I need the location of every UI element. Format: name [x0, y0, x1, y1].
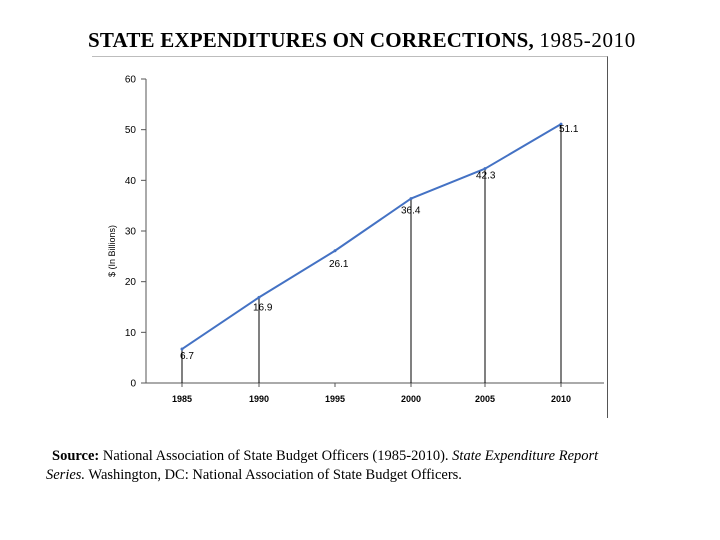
data-label: 26.1 [329, 259, 349, 270]
page-title: STATE EXPENDITURES ON CORRECTIONS, 1985-… [88, 28, 636, 53]
title-years: 1985-2010 [539, 28, 636, 52]
data-point [180, 347, 184, 351]
x-tick-label: 1990 [249, 394, 269, 404]
source-italic-2: Series. [46, 467, 86, 483]
chart-frame: 0 10 20 30 40 50 60 $ (In Billions) 1985 1990 1995… [92, 56, 608, 418]
x-tick-label: 2010 [551, 394, 571, 404]
data-point [333, 249, 337, 253]
x-tick-label: 2005 [475, 394, 495, 404]
y-tick-label: 20 [125, 277, 137, 288]
y-axis-title: $ (In Billions) [107, 225, 117, 277]
data-label: 16.9 [253, 302, 273, 313]
title-text: STATE EXPENDITURES ON CORRECTIONS, [88, 28, 534, 52]
data-label: 36.4 [401, 206, 421, 217]
x-tick-label: 1995 [325, 394, 345, 404]
y-tick-label: 0 [130, 379, 136, 390]
source-text-1: National Association of State Budget Off… [99, 448, 453, 464]
y-tick-label: 50 [125, 125, 137, 136]
source-text-2: Washington, DC: National Association of … [85, 467, 462, 483]
data-point [409, 197, 413, 201]
source-label: Source: [52, 448, 100, 464]
y-tick-label: 60 [125, 75, 137, 86]
x-tick-label: 1985 [172, 394, 192, 404]
series-line [181, 123, 562, 350]
source-line-1: Source: National Association of State Bu… [46, 447, 686, 466]
source-italic-1: State Expenditure Report [452, 448, 599, 464]
y-tick-label: 30 [125, 227, 137, 238]
data-label: 51.1 [559, 124, 579, 135]
y-tick-label: 40 [125, 176, 137, 187]
source-citation: Source: National Association of State Bu… [46, 447, 686, 485]
data-point [257, 295, 261, 299]
data-point [483, 167, 487, 171]
source-line-2: Series. Washington, DC: National Associa… [46, 466, 686, 485]
x-tick-label: 2000 [401, 394, 421, 404]
data-label: 6.7 [180, 351, 194, 362]
y-tick-label: 10 [125, 328, 137, 339]
data-point [559, 122, 563, 126]
line-chart: 0 10 20 30 40 50 60 $ (In Billions) 1985 1990 1995… [107, 75, 604, 404]
data-label: 42.3 [476, 171, 496, 182]
